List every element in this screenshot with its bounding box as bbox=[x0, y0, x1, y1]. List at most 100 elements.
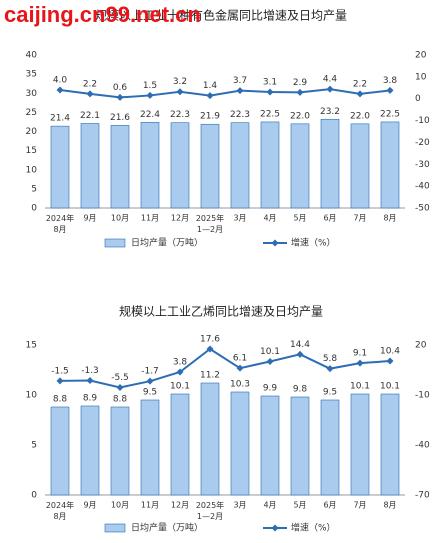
bar bbox=[140, 122, 160, 209]
x-tick-label: 8月 bbox=[383, 214, 396, 223]
bar-value-label: 8.9 bbox=[83, 394, 98, 404]
bar-value-label: 10.1 bbox=[380, 382, 400, 392]
line-value-label: 0.6 bbox=[113, 83, 128, 93]
y-tick-label: 5 bbox=[31, 441, 37, 451]
line-value-label: 1.4 bbox=[203, 81, 218, 91]
line-marker bbox=[206, 345, 214, 353]
y2-tick-label: 20 bbox=[415, 51, 427, 61]
bar bbox=[170, 393, 190, 496]
x-tick-label: 11月 bbox=[141, 501, 159, 510]
x-tick-label: 2024年 8月 bbox=[46, 500, 74, 521]
bar bbox=[380, 393, 400, 496]
legend-marker bbox=[271, 239, 279, 247]
chart-title: 规模以上工业十种有色金属同比增速及日均产量 bbox=[95, 8, 347, 23]
y-tick-label: 20 bbox=[26, 127, 38, 137]
line-marker bbox=[386, 86, 394, 94]
y2-tick-label: -10 bbox=[415, 391, 430, 401]
line-value-label: 10.4 bbox=[380, 347, 400, 357]
x-tick-label: 2024年 8月 bbox=[46, 213, 74, 234]
x-tick-label: 6月 bbox=[323, 501, 336, 510]
x-tick-label: 6月 bbox=[323, 214, 336, 223]
bar-value-label: 22.3 bbox=[170, 110, 190, 120]
bar-value-label: 22.0 bbox=[290, 111, 310, 121]
bar bbox=[260, 395, 280, 496]
chart-title: 规模以上工业乙烯同比增速及日均产量 bbox=[119, 304, 323, 319]
line-value-label: 6.1 bbox=[233, 354, 247, 364]
bar-value-label: 21.9 bbox=[200, 112, 220, 122]
bar-value-label: 21.6 bbox=[110, 113, 130, 123]
bar bbox=[200, 382, 220, 496]
line-marker bbox=[206, 92, 214, 100]
bar bbox=[110, 406, 130, 496]
bar-value-label: 22.3 bbox=[230, 110, 250, 120]
line-marker bbox=[236, 364, 244, 372]
x-tick-label: 7月 bbox=[353, 501, 366, 510]
x-tick-label: 8月 bbox=[383, 501, 396, 510]
y2-tick-label: -40 bbox=[415, 182, 430, 192]
y-tick-label: 35 bbox=[26, 70, 37, 80]
watermark: caijing.cn99.net.cn bbox=[4, 2, 201, 27]
line-marker bbox=[86, 377, 94, 384]
line-value-label: 2.2 bbox=[353, 79, 367, 89]
line-marker bbox=[326, 365, 334, 373]
line-value-label: 3.8 bbox=[383, 76, 398, 86]
line-value-label: 3.7 bbox=[233, 76, 247, 86]
y2-tick-label: 10 bbox=[415, 72, 427, 82]
legend-label: 增速（%） bbox=[291, 522, 336, 534]
y2-tick-label: -50 bbox=[415, 204, 430, 214]
bar bbox=[380, 121, 400, 209]
y-tick-label: 25 bbox=[26, 108, 37, 118]
line-value-label: 17.6 bbox=[200, 335, 220, 345]
line-marker bbox=[356, 359, 364, 367]
line-value-label: 14.4 bbox=[290, 340, 310, 350]
bar-value-label: 9.9 bbox=[263, 384, 278, 394]
bar-value-label: 22.0 bbox=[350, 111, 370, 121]
line-value-label: 5.8 bbox=[323, 354, 338, 364]
bar bbox=[350, 393, 370, 496]
line-marker bbox=[176, 88, 184, 96]
line-value-label: 10.1 bbox=[260, 347, 280, 357]
x-tick-label: 2025年 1—2月 bbox=[196, 500, 224, 521]
x-tick-label: 5月 bbox=[293, 501, 306, 510]
bar-value-label: 10.1 bbox=[170, 382, 190, 392]
line-value-label: 4.0 bbox=[53, 75, 68, 85]
x-tick-label: 11月 bbox=[141, 214, 159, 223]
line-marker bbox=[326, 85, 334, 93]
legend-label: 增速（%） bbox=[291, 237, 336, 249]
line-marker bbox=[116, 93, 124, 101]
line-value-label: 9.1 bbox=[353, 349, 367, 359]
bar-value-label: 22.4 bbox=[140, 110, 160, 120]
bar bbox=[200, 123, 220, 209]
bar-value-label: 9.5 bbox=[323, 388, 337, 398]
line bbox=[59, 347, 391, 389]
bar-value-label: 10.1 bbox=[350, 382, 370, 392]
y-tick-label: 10 bbox=[26, 391, 38, 401]
x-tick-label: 10月 bbox=[111, 214, 129, 223]
line-marker bbox=[116, 384, 124, 391]
y-tick-label: 15 bbox=[26, 341, 37, 351]
y2-tick-label: -70 bbox=[415, 491, 430, 501]
bar bbox=[350, 123, 370, 209]
bar-value-label: 8.8 bbox=[53, 395, 68, 405]
bar bbox=[260, 121, 280, 209]
bar bbox=[320, 399, 340, 496]
legend-swatch bbox=[104, 523, 126, 533]
y-tick-label: 30 bbox=[26, 89, 38, 99]
line-value-label: 3.8 bbox=[173, 358, 188, 368]
line-marker bbox=[146, 377, 154, 385]
line-marker bbox=[56, 86, 64, 94]
bar-value-label: 22.1 bbox=[80, 111, 100, 121]
line-marker bbox=[266, 358, 274, 365]
legend-marker bbox=[271, 524, 279, 532]
line-value-label: -1.7 bbox=[141, 367, 159, 377]
y2-tick-label: -30 bbox=[415, 160, 430, 170]
x-tick-label: 12月 bbox=[171, 214, 189, 223]
y-tick-label: 10 bbox=[26, 165, 38, 175]
bar-value-label: 10.3 bbox=[230, 380, 250, 390]
bar-value-label: 22.5 bbox=[260, 109, 280, 119]
x-tick-label: 12月 bbox=[171, 501, 189, 510]
y-tick-label: 40 bbox=[26, 51, 38, 61]
line-marker bbox=[356, 90, 364, 98]
legend-label: 日均产量（万吨） bbox=[131, 522, 203, 534]
bar bbox=[110, 125, 130, 209]
